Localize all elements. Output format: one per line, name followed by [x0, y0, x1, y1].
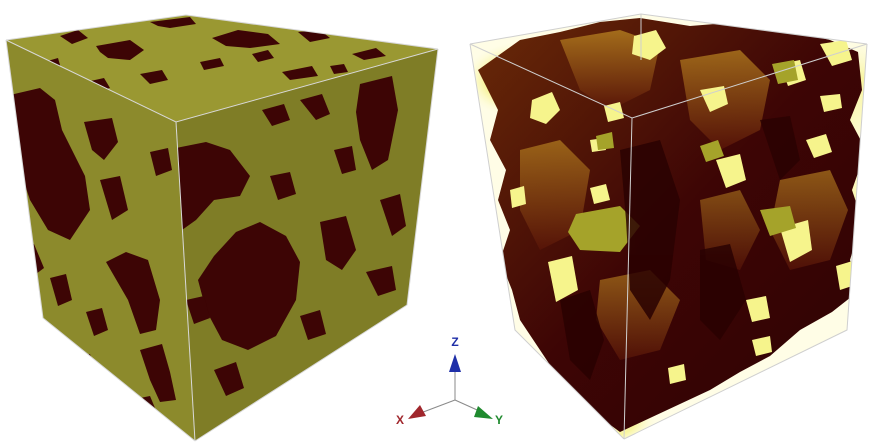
left-porous-cube [5, 14, 439, 442]
cube-top-face [6, 15, 438, 122]
left-cube-edges [5, 14, 439, 442]
x-axis-arrow-icon [408, 405, 426, 419]
pore-glow-regions [510, 30, 858, 384]
right-face-pores [176, 76, 406, 396]
axis-triad: Z X Y [396, 335, 503, 427]
y-axis-label: Y [495, 413, 503, 427]
z-axis-arrow-icon [449, 354, 461, 372]
x-axis-label: X [396, 413, 404, 427]
pore-dark-channels [560, 116, 800, 380]
volume-box-edges [469, 13, 868, 440]
z-axis-label: Z [451, 335, 458, 349]
pore-olive-regions [568, 60, 798, 252]
right-pore-volume-render [469, 13, 868, 440]
y-axis-arrow-icon [474, 406, 493, 419]
